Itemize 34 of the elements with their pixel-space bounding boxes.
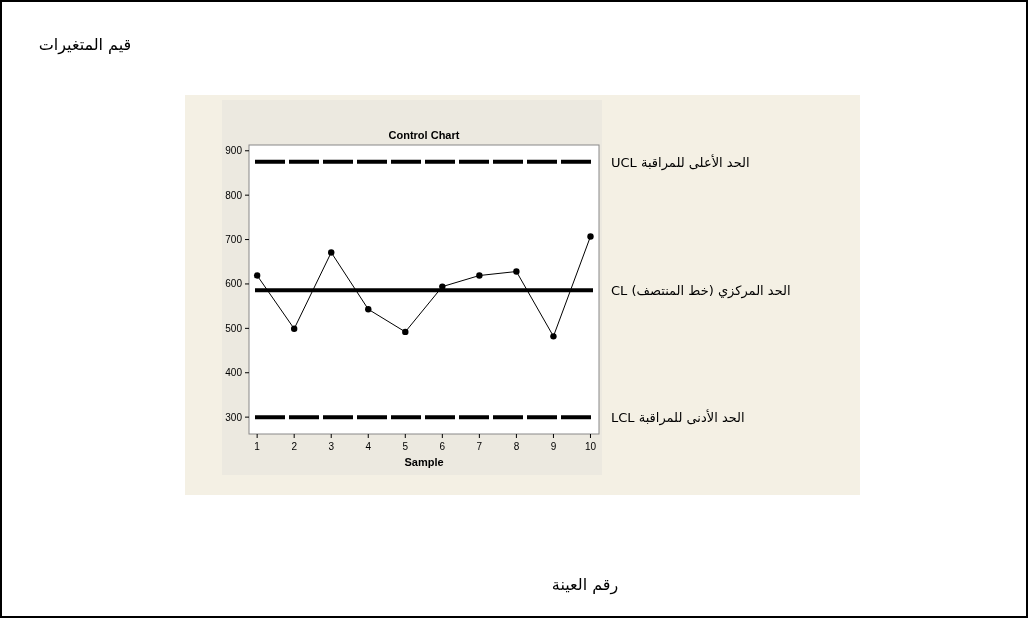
point — [328, 249, 335, 256]
x-tick-label: 5 — [402, 441, 409, 452]
point — [290, 325, 298, 332]
x-tick-label: 8 — [513, 441, 520, 452]
y-tick-label: 300 — [225, 411, 243, 423]
point — [550, 333, 557, 340]
text: قيم المتغيرات — [38, 35, 132, 55]
chart-title: Control Chart — [388, 129, 460, 141]
x-tick-label: 6 — [439, 441, 446, 452]
point — [476, 272, 483, 279]
x-tick-label: 4 — [365, 441, 372, 452]
y-tick-label: 700 — [225, 234, 243, 246]
y-tick-label: 500 — [225, 322, 243, 334]
point — [587, 233, 594, 240]
x-tick-label: 2 — [291, 441, 298, 452]
point — [253, 272, 261, 279]
y-tick-label: 400 — [225, 367, 243, 379]
x-tick-label: 7 — [476, 441, 483, 452]
ref-line-label: الحد الأدنى للمراقبة LCL — [611, 409, 745, 427]
x-tick-label: 3 — [328, 441, 335, 452]
ref-line-label: الحد الأعلى للمراقبة UCL — [611, 153, 750, 171]
x-tick-label: 1 — [254, 441, 261, 452]
point — [402, 328, 409, 336]
point — [439, 283, 446, 290]
text: رقم العينة — [551, 575, 619, 595]
y-tick-label: 800 — [225, 189, 243, 201]
ref-line-label: الحد المركزي (خط المنتصف) CL — [611, 283, 791, 300]
x-tick-label: 10 — [584, 441, 597, 452]
y-tick-label: 900 — [225, 145, 243, 157]
point — [365, 306, 372, 313]
point — [513, 268, 520, 275]
x-tick-label: 9 — [550, 441, 557, 452]
y-tick-label: 600 — [225, 278, 243, 290]
x-axis-title: Sample — [404, 456, 444, 468]
